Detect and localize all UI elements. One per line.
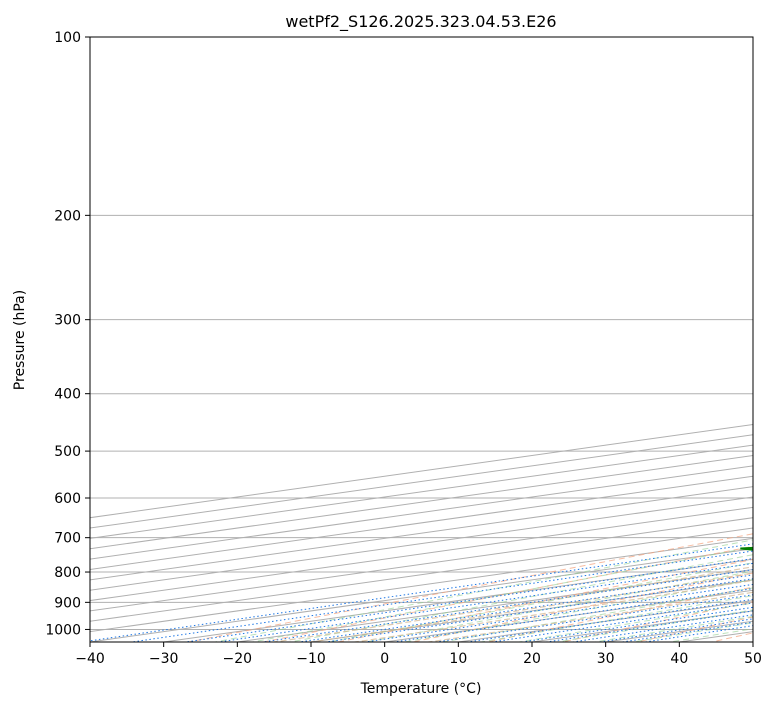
y-axis-label: Pressure (hPa) xyxy=(12,290,28,390)
isotherm-line xyxy=(90,537,753,633)
moist-adiabat-line xyxy=(249,546,753,642)
y-tick-label: 500 xyxy=(54,444,81,460)
x-tick-label: 0 xyxy=(380,651,389,667)
x-axis-label: Temperature (°C) xyxy=(360,681,482,697)
isotherm-line xyxy=(90,455,753,550)
guide-arc-line xyxy=(424,591,753,642)
isotherm-line xyxy=(90,465,753,560)
mixing-ratio-line xyxy=(518,606,753,642)
x-tick-label: 50 xyxy=(744,651,762,667)
guide-arc-line xyxy=(270,566,753,642)
y-tick-label: 200 xyxy=(54,208,81,224)
y-axis-ticks: 100 200 300 400 500 600 700 800 900 1000 xyxy=(45,30,90,638)
isotherm-line xyxy=(90,475,753,570)
x-tick-label: 20 xyxy=(523,651,541,667)
x-tick-label: 40 xyxy=(670,651,688,667)
mixing-ratio-line xyxy=(182,558,753,642)
y-tick-label: 900 xyxy=(54,595,81,611)
y-tick-label: 700 xyxy=(54,531,81,547)
chart-title: wetPf2_S126.2025.323.04.53.E26 xyxy=(285,12,556,32)
mixing-ratio-line xyxy=(90,543,753,642)
plot-frame xyxy=(89,36,754,643)
mixing-ratio-line xyxy=(128,550,753,642)
dry-adiabat-line xyxy=(335,558,753,642)
y-tick-label: 800 xyxy=(54,565,81,581)
isotherm-line xyxy=(90,517,753,612)
moist-adiabat-line xyxy=(363,570,753,642)
isotherm-line xyxy=(90,496,753,591)
dry-adiabat-line xyxy=(186,533,753,642)
x-tick-label: −10 xyxy=(296,651,326,667)
mixing-ratio-line xyxy=(215,562,753,642)
moist-adiabat-line xyxy=(516,602,753,642)
isotherm-line xyxy=(90,486,753,581)
mixing-ratio-line xyxy=(596,618,753,642)
mixing-ratio-line xyxy=(259,569,753,642)
y-tick-label: 100 xyxy=(54,30,81,46)
isotherm-line xyxy=(90,527,753,622)
x-tick-label: −20 xyxy=(223,651,253,667)
y-tick-label: 600 xyxy=(54,491,81,507)
x-tick-label: −40 xyxy=(75,651,105,667)
dry-adiabat-line xyxy=(559,601,753,642)
x-axis-ticks: −40 −30 −20 −10 0 10 20 30 40 50 xyxy=(75,642,762,667)
isotherm-line xyxy=(90,506,753,602)
y-tick-label: 1000 xyxy=(45,622,81,638)
mixing-ratio-line xyxy=(542,610,753,642)
guide-arc-line xyxy=(306,572,753,642)
y-tick-label: 400 xyxy=(54,387,81,403)
mixing-ratio-line xyxy=(488,602,753,642)
y-tick-label: 300 xyxy=(54,313,81,329)
moist-adiabat-line xyxy=(553,609,753,642)
background-grid xyxy=(90,37,753,642)
mixing-ratio-line xyxy=(569,614,753,642)
moist-adiabat-line xyxy=(477,595,753,642)
x-tick-label: −30 xyxy=(149,651,179,667)
isopleth-lines xyxy=(90,533,753,642)
x-tick-label: 30 xyxy=(597,651,615,667)
x-tick-label: 10 xyxy=(449,651,467,667)
moist-adiabat-line xyxy=(325,562,753,642)
guide-arc-line xyxy=(351,579,753,642)
